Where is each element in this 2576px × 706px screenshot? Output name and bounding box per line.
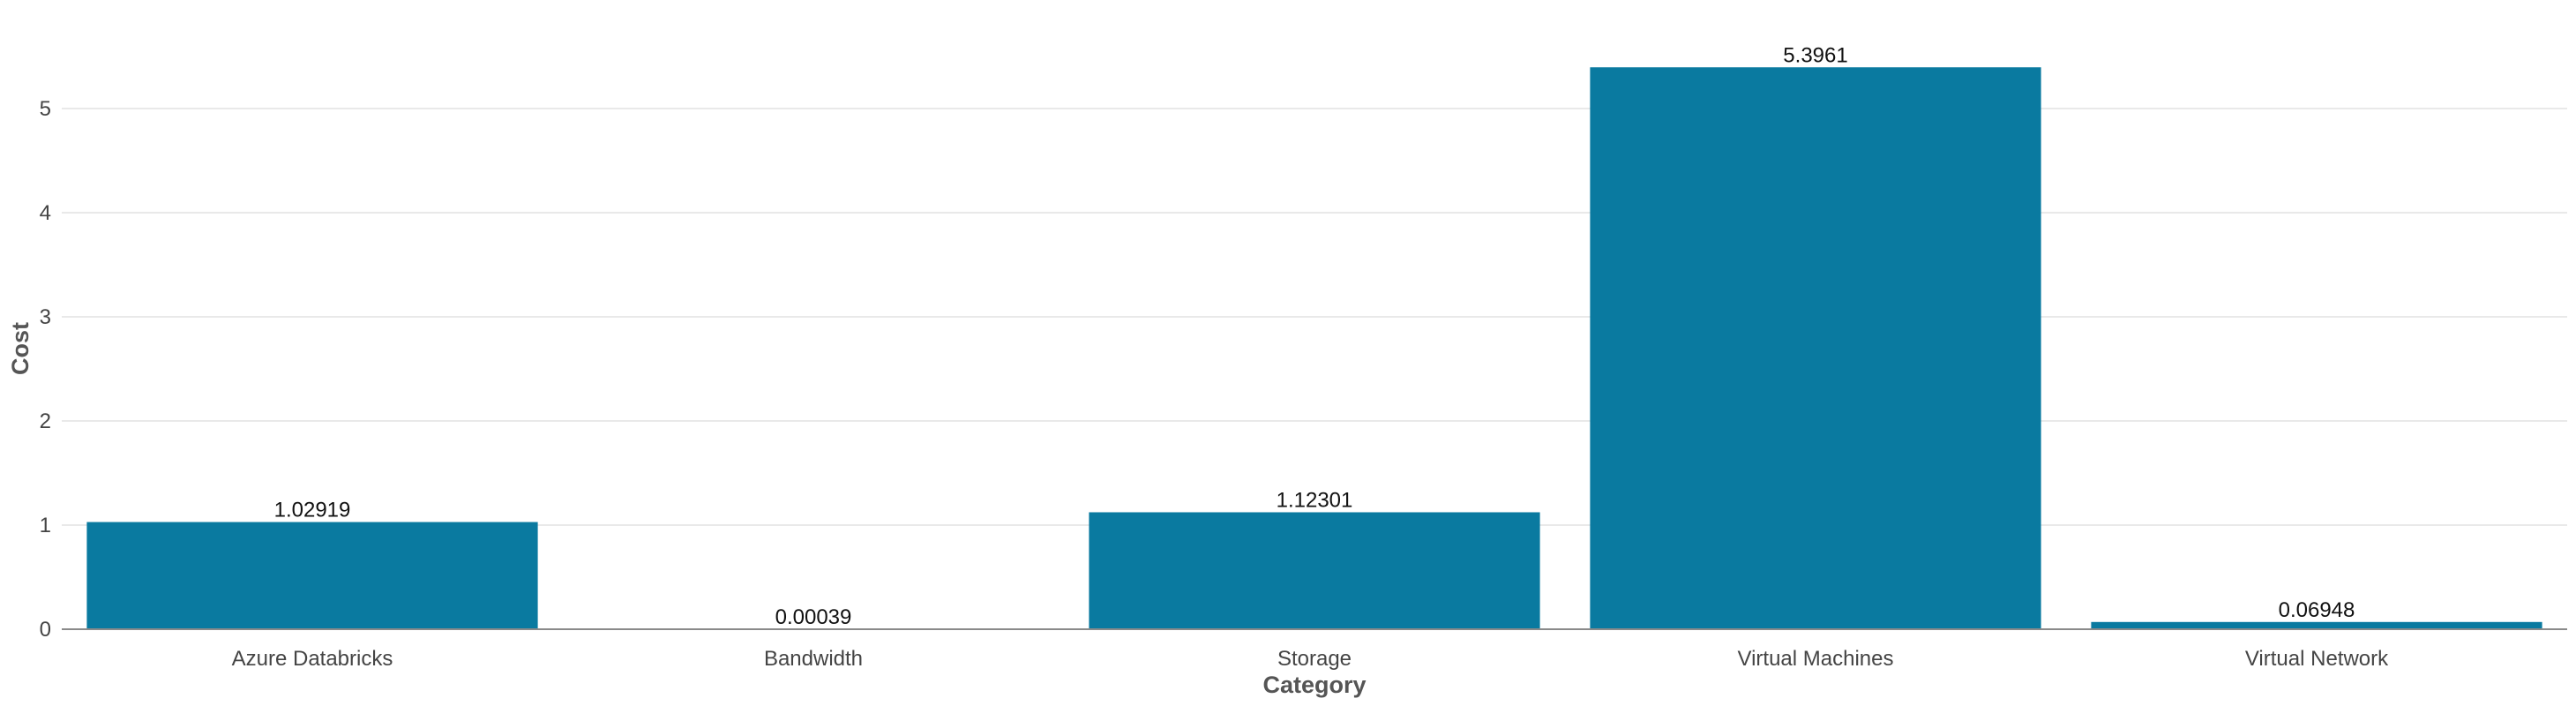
data-label: 0.00039 [775, 605, 852, 629]
bars [86, 67, 2542, 630]
y-tick-label: 1 [40, 514, 51, 537]
bar [2091, 621, 2542, 629]
y-tick-label: 5 [40, 97, 51, 121]
x-tick-label: Storage [1277, 647, 1352, 671]
y-tick-label: 2 [40, 409, 51, 433]
x-tick-label: Virtual Network [2245, 647, 2389, 671]
x-tick-label: Virtual Machines [1738, 647, 1894, 671]
bar [86, 522, 538, 629]
x-tick-label: Bandwidth [764, 647, 863, 671]
grid-lines [62, 108, 2567, 526]
y-tick-label: 0 [40, 618, 51, 642]
bar [1590, 67, 2041, 630]
x-tick-labels: Azure Databricks Bandwidth Storage Virtual … [232, 647, 2390, 671]
data-label: 0.06948 [2279, 598, 2355, 622]
y-tick-label: 4 [40, 201, 51, 225]
x-axis-title: Category [1262, 672, 1366, 698]
data-labels: 1.02919 0.00039 1.12301 5.3961 0.06948 [274, 43, 2355, 629]
x-tick-label: Azure Databricks [232, 647, 393, 671]
y-tick-label: 3 [40, 305, 51, 329]
data-label: 1.02919 [274, 499, 351, 522]
data-label: 1.12301 [1277, 488, 1353, 512]
y-axis-title: Cost [7, 322, 34, 375]
bar [1089, 512, 1540, 629]
y-tick-labels: 0 1 2 3 4 5 [40, 97, 51, 642]
data-label: 5.3961 [1783, 43, 1847, 67]
